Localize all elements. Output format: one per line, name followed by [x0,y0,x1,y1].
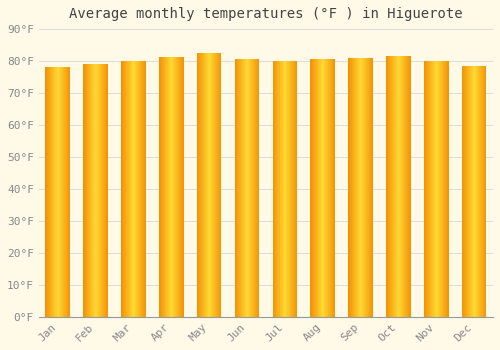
Title: Average monthly temperatures (°F ) in Higuerote: Average monthly temperatures (°F ) in Hi… [69,7,462,21]
